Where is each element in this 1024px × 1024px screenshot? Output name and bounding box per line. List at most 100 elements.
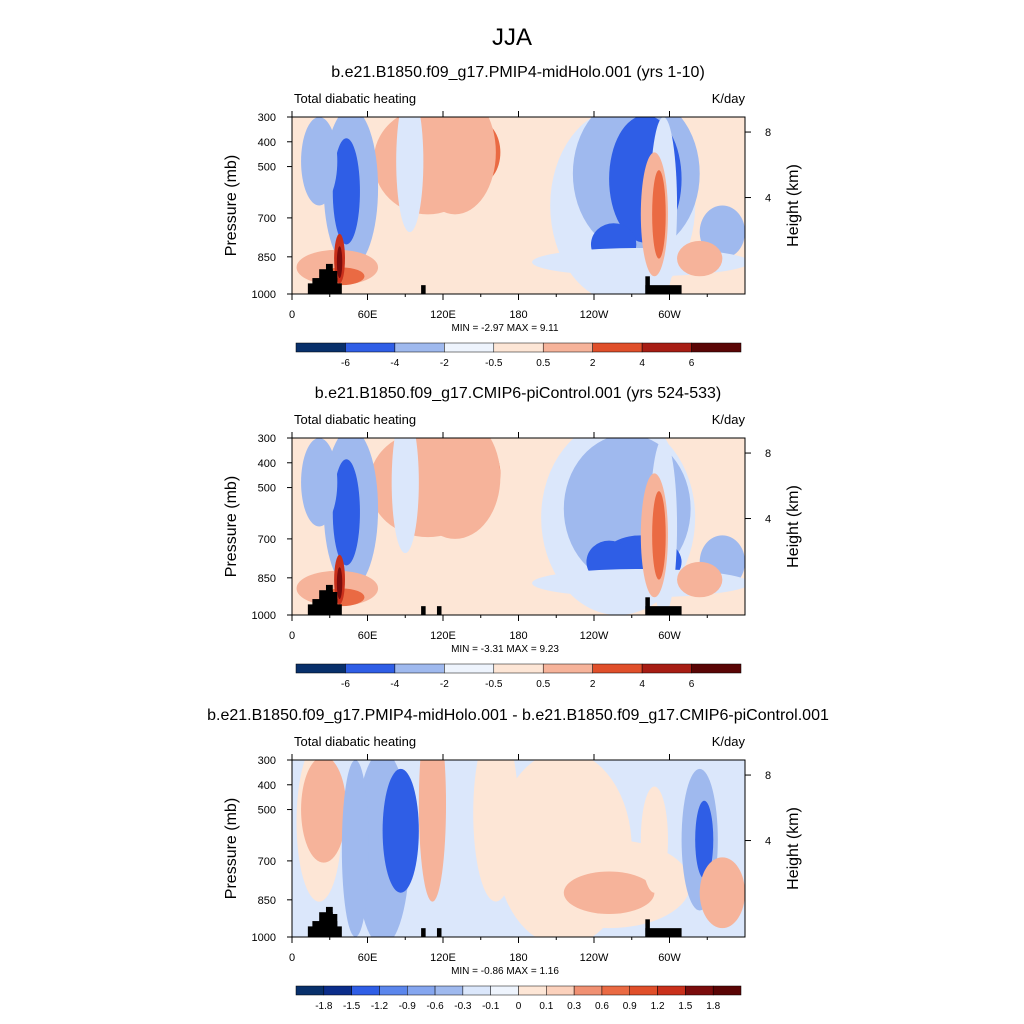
page-title: JJA <box>492 24 532 51</box>
min-max-stats: MIN = -0.86 MAX = 1.16 <box>451 966 559 977</box>
colorbar-swatch <box>657 985 686 996</box>
colorbar-swatch <box>434 985 464 996</box>
x-tick-label: 0 <box>289 309 295 321</box>
field-contour <box>301 438 338 527</box>
colorbar-swatch <box>641 342 692 353</box>
field-contour <box>341 760 370 937</box>
y-axis-label: Pressure (mb) <box>223 155 240 256</box>
colorbar-swatch <box>712 985 742 996</box>
field-contour <box>652 491 666 580</box>
x-tick-label: 180 <box>509 309 527 321</box>
field-contour <box>563 871 655 914</box>
colorbar-label: 6 <box>689 679 695 690</box>
colorbar-swatch <box>546 985 575 996</box>
colorbar-swatch <box>394 342 445 353</box>
y-right-axis-label: Height (km) <box>785 807 802 890</box>
y-right-tick-label: 4 <box>765 514 771 526</box>
subtitle-right: K/day <box>712 412 746 427</box>
colorbar-label: -1.8 <box>315 1001 333 1012</box>
colorbar-swatch <box>493 342 544 353</box>
colorbar-label: 0.1 <box>539 1001 553 1012</box>
x-tick-label: 60E <box>358 630 378 642</box>
colorbar-swatch <box>345 663 396 674</box>
field-contour <box>699 857 745 929</box>
colorbar: -1.8 -1.5 -1.2 -0.9 -0.6 -0.3 -0.1 0 0.1 0.3 0.6 0.… <box>295 985 742 1012</box>
colorbar-label: 1.8 <box>706 1001 720 1012</box>
y-right-tick-label: 8 <box>765 770 771 782</box>
colorbar-label: 1.2 <box>651 1001 665 1012</box>
colorbar-swatch <box>629 985 658 996</box>
colorbar-label: -6 <box>341 679 350 690</box>
panel-2: b.e21.B1850.f09_g17.CMIP6-piControl.001 … <box>223 385 802 690</box>
subtitle-left: Total diabatic heating <box>294 91 416 106</box>
x-tick-label: 60E <box>358 952 378 964</box>
colorbar-label: 0.9 <box>623 1001 637 1012</box>
panel-title: b.e21.B1850.f09_g17.PMIP4-midHolo.001 - … <box>207 707 829 724</box>
colorbar-swatch <box>490 985 519 996</box>
colorbar-label: -0.3 <box>454 1001 472 1012</box>
field-contour <box>473 760 519 902</box>
topography-mask <box>645 285 682 294</box>
y-tick-label: 400 <box>258 780 276 792</box>
y-tick-label: 700 <box>258 534 276 546</box>
colorbar-label: 0.3 <box>567 1001 581 1012</box>
x-tick-label: 120W <box>580 309 609 321</box>
panel-title: b.e21.B1850.f09_g17.CMIP6-piControl.001 … <box>315 385 721 402</box>
colorbar-label: -0.1 <box>482 1001 500 1012</box>
colorbar: -6 -4 -2 -0.5 0.5 2 4 6 <box>295 342 742 369</box>
colorbar-swatch <box>394 663 445 674</box>
min-max-stats: MIN = -3.31 MAX = 9.23 <box>451 644 559 655</box>
field-contour <box>332 459 360 566</box>
colorbar-label: -0.5 <box>485 679 503 690</box>
y-tick-label: 1000 <box>252 289 276 301</box>
y-tick-label: 300 <box>258 112 276 124</box>
field-contour <box>652 170 666 259</box>
field-contour <box>414 117 496 215</box>
field-contour <box>336 246 343 279</box>
colorbar-label: -6 <box>341 358 350 369</box>
colorbar-swatch <box>345 342 396 353</box>
colorbar-swatch <box>592 663 643 674</box>
y-tick-label: 850 <box>258 895 276 907</box>
colorbar-swatch <box>407 985 436 996</box>
colorbar-label: -4 <box>390 679 399 690</box>
y-axis-label: Pressure (mb) <box>223 798 240 899</box>
subtitle-left: Total diabatic heating <box>294 412 416 427</box>
y-tick-label: 700 <box>258 213 276 225</box>
topography-mask <box>645 597 650 615</box>
y-tick-label: 850 <box>258 573 276 585</box>
x-tick-label: 120E <box>430 630 456 642</box>
field-contour <box>418 760 447 902</box>
colorbar-label: 0.5 <box>536 358 550 369</box>
y-tick-label: 850 <box>258 252 276 264</box>
colorbar-swatch <box>444 342 495 353</box>
colorbar-swatch <box>573 985 603 996</box>
topography-mask <box>436 606 442 615</box>
field-contour <box>677 240 723 277</box>
topography-mask <box>421 606 426 615</box>
x-tick-label: 120W <box>580 630 609 642</box>
colorbar-swatch <box>542 342 593 353</box>
colorbar-label: 0 <box>516 1001 522 1012</box>
colorbar-swatch <box>542 663 593 674</box>
colorbar-label: -0.9 <box>399 1001 417 1012</box>
colorbar-label: 4 <box>639 358 645 369</box>
y-right-tick-label: 4 <box>765 193 771 205</box>
colorbar-swatch <box>323 985 352 996</box>
colorbar-swatch <box>295 663 346 674</box>
heating-field <box>292 438 745 615</box>
y-tick-label: 1000 <box>252 610 276 622</box>
colorbar-swatch <box>601 985 630 996</box>
y-tick-label: 1000 <box>252 932 276 944</box>
x-tick-label: 60E <box>358 309 378 321</box>
topography-mask <box>328 591 338 615</box>
colorbar-swatch <box>641 663 692 674</box>
y-tick-label: 400 <box>258 137 276 149</box>
y-tick-label: 500 <box>258 162 276 174</box>
x-tick-label: 60W <box>658 952 681 964</box>
colorbar-label: -2 <box>440 679 449 690</box>
colorbar-swatch <box>685 985 714 996</box>
y-axis-label: Pressure (mb) <box>223 476 240 577</box>
x-tick-label: 60W <box>658 630 681 642</box>
